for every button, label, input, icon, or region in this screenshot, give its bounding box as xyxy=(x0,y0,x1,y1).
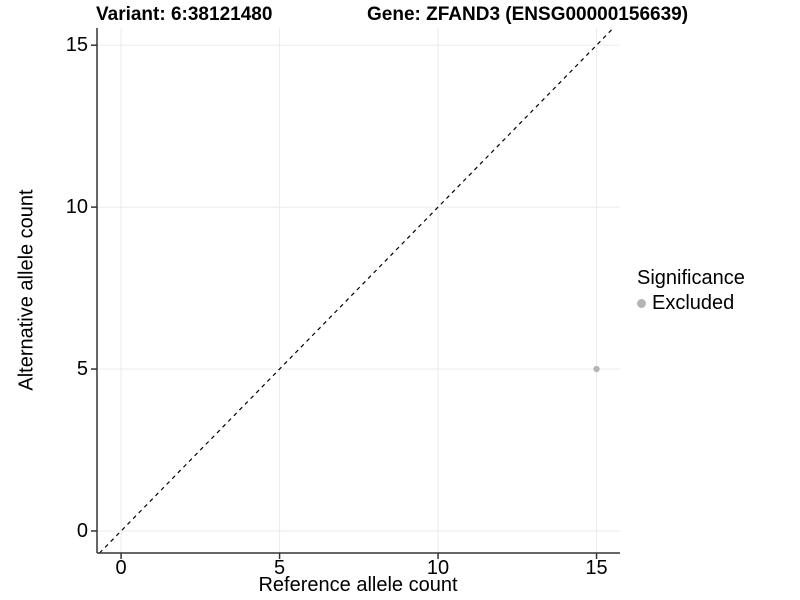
y-axis-title: Alternative allele count xyxy=(15,189,38,391)
x-tick-label: 0 xyxy=(115,557,127,579)
plot-title-variant: Variant: 6:38121480 xyxy=(96,4,273,25)
plot-title-gene: Gene: ZFAND3 (ENSG00000156639) xyxy=(367,4,689,25)
x-tick-label: 5 xyxy=(274,557,286,579)
legend: Significance Excluded xyxy=(637,267,745,315)
y-tick-label: 5 xyxy=(76,358,88,381)
x-axis-title: Reference allele count xyxy=(258,574,458,596)
x-tick-label: 15 xyxy=(585,557,608,579)
legend-item-excluded: Excluded xyxy=(637,292,745,315)
legend-item-label: Excluded xyxy=(652,292,735,314)
x-tick-label: 10 xyxy=(426,557,450,579)
legend-title: Significance xyxy=(637,267,745,289)
y-tick-label: 15 xyxy=(65,34,88,57)
y-tick-label: 0 xyxy=(76,519,88,542)
data-point xyxy=(593,365,600,373)
identity-line xyxy=(99,27,614,554)
legend-dot-icon xyxy=(637,299,646,308)
y-tick-label: 10 xyxy=(65,196,88,219)
